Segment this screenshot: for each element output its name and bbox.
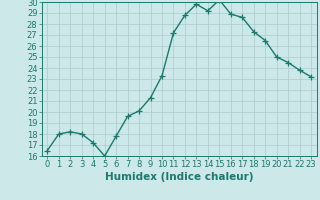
X-axis label: Humidex (Indice chaleur): Humidex (Indice chaleur)	[105, 172, 253, 182]
